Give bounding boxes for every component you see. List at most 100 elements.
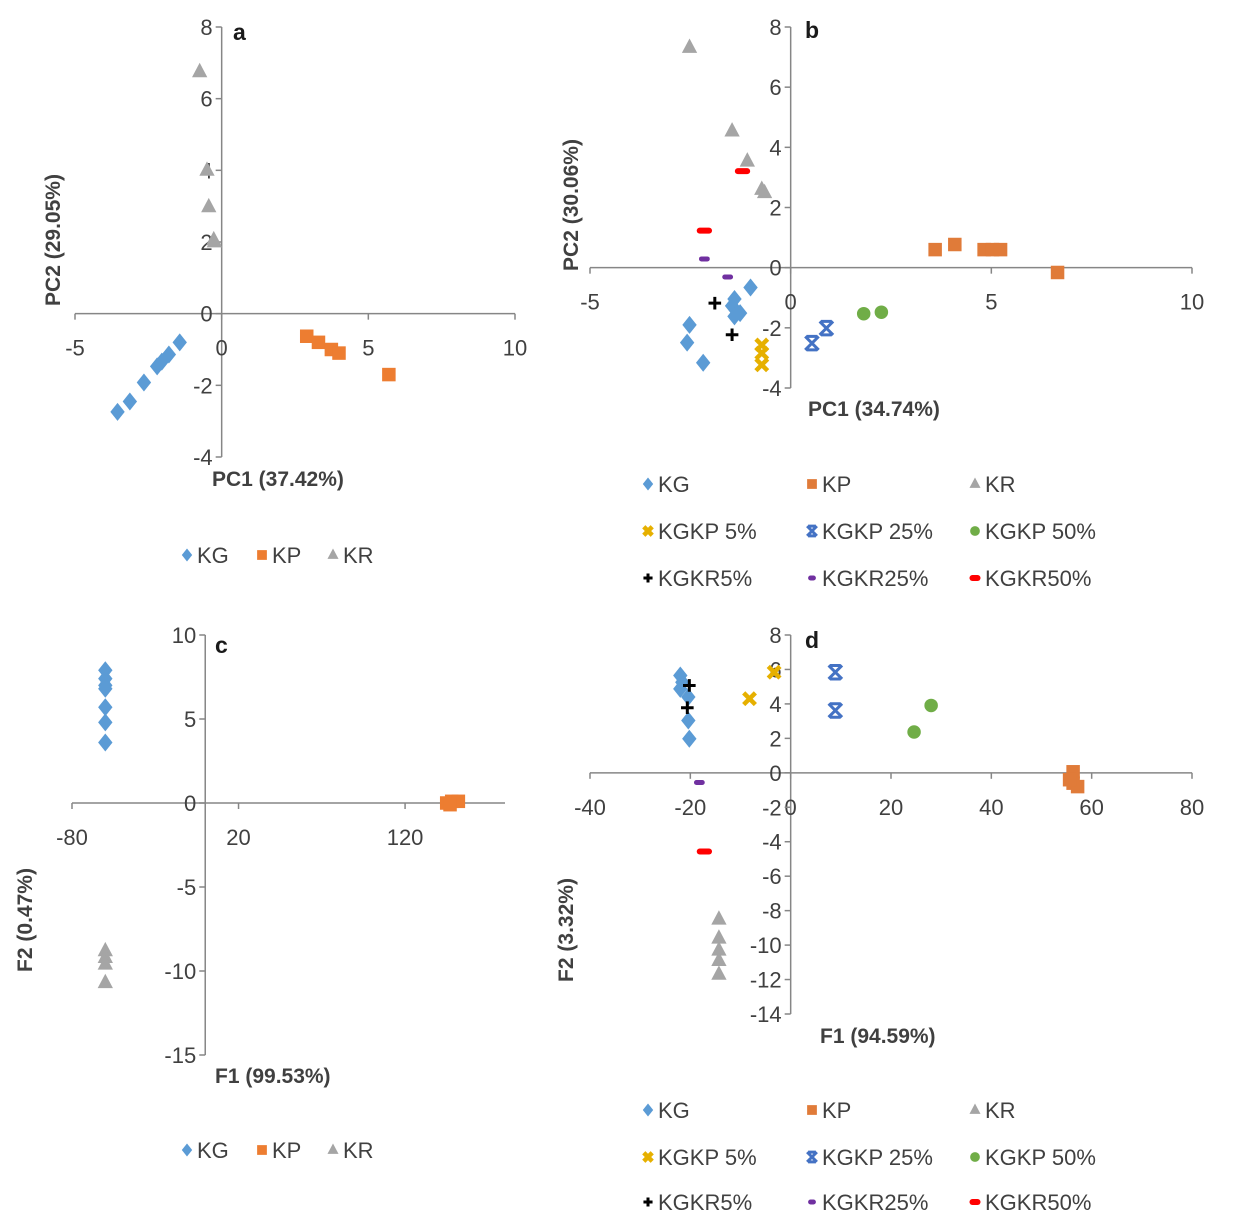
legend-label: KGKP 25% [822, 519, 933, 544]
x-tick-label: 80 [1180, 795, 1204, 820]
x-tick-label: 10 [503, 336, 527, 361]
data-point [827, 702, 844, 719]
series-kr [192, 62, 222, 248]
legend: KG KP KR [181, 543, 374, 568]
legend-item[interactable]: KP [807, 1098, 851, 1123]
series-kp [928, 237, 1065, 280]
legend-item[interactable]: KGKR50% [969, 566, 1091, 591]
legend-item[interactable]: KP [257, 543, 301, 568]
legend-item[interactable]: KGKP 25% [806, 1145, 933, 1170]
data-point [681, 711, 696, 730]
data-point [928, 242, 942, 257]
data-point [711, 965, 727, 980]
legend-item[interactable]: KG [181, 1138, 229, 1163]
data-point [97, 973, 113, 989]
legend-label: KG [197, 1138, 229, 1163]
legend-item[interactable]: KR [969, 472, 1016, 497]
legend-item[interactable]: KGKR5% [643, 1190, 752, 1211]
y-tick-label: 2 [769, 726, 781, 751]
legend-marker-plus-icon [643, 573, 653, 583]
series-kg [679, 278, 758, 372]
series-kr [681, 38, 773, 199]
y-tick-label: -2 [193, 373, 213, 398]
legend-item[interactable]: KP [257, 1138, 301, 1163]
y-tick-label: -4 [193, 445, 213, 470]
legend-marker-square-icon [257, 1145, 267, 1155]
x-tick-label: 40 [979, 795, 1003, 820]
x-tick-label: 10 [1180, 290, 1204, 315]
data-point [136, 373, 152, 392]
legend-item[interactable]: KGKP 50% [970, 519, 1096, 544]
legend-item[interactable]: KGKR5% [643, 566, 752, 591]
data-point [907, 725, 921, 739]
legend-marker-circle-icon [970, 1152, 980, 1162]
data-point [682, 315, 697, 334]
legend-marker-triangle-icon [969, 477, 981, 488]
legend-item[interactable]: KGKP 5% [642, 519, 757, 544]
data-point [756, 183, 773, 199]
x-tick-label: 0 [216, 336, 228, 361]
data-point [98, 713, 113, 732]
series-kgkp-25- [804, 319, 835, 352]
x-tick-label: 20 [879, 795, 903, 820]
data-point [299, 329, 314, 343]
data-point [754, 345, 770, 361]
legend-item[interactable]: KG [181, 543, 229, 568]
legend-item[interactable]: KR [969, 1098, 1016, 1123]
series-kr [711, 910, 727, 980]
legend-marker-x-icon [642, 525, 654, 537]
legend-marker-plus-icon [643, 1197, 653, 1207]
data-point [695, 353, 711, 372]
legend-label: KR [985, 1098, 1016, 1123]
legend-marker-diamond-icon [642, 477, 654, 491]
legend-item[interactable]: KG [642, 472, 690, 497]
legend-marker-circle-icon [970, 526, 980, 536]
series-kgkp-5- [742, 664, 782, 707]
x-tick-label: -5 [65, 336, 85, 361]
x-tick-label: 20 [226, 825, 250, 850]
series-kp [439, 794, 466, 812]
x-tick-label: -80 [56, 825, 88, 850]
y-tick-label: 2 [769, 196, 781, 221]
x-tick-label: 5 [985, 290, 997, 315]
legend-label: KGKP 5% [658, 1145, 757, 1170]
data-point [754, 357, 770, 373]
y-tick-label: -10 [164, 959, 196, 984]
legend-item[interactable]: KG [642, 1098, 690, 1123]
data-point [682, 729, 697, 748]
legend-item[interactable]: KGKR50% [969, 1190, 1091, 1211]
legend-label: KGKP 5% [658, 519, 757, 544]
legend-label: KR [985, 472, 1016, 497]
legend-label: KGKR50% [985, 1190, 1091, 1211]
legend-marker-diamond-icon [181, 548, 193, 562]
series-kgkp-50- [907, 698, 938, 739]
data-point [681, 688, 696, 707]
data-point [98, 679, 113, 698]
legend-item[interactable]: KR [327, 1138, 374, 1163]
y-tick-label: -12 [750, 968, 782, 993]
series-kgkr5- [708, 296, 739, 342]
y-tick-label: 5 [184, 707, 196, 732]
legend-item[interactable]: KGKR25% [808, 1190, 928, 1211]
legend-item[interactable]: KGKR25% [808, 566, 928, 591]
legend-label: KP [272, 543, 301, 568]
y-tick-label: -5 [177, 875, 197, 900]
legend-item[interactable]: KP [807, 472, 851, 497]
legend-marker-longdash-icon [969, 575, 981, 581]
data-point [722, 274, 734, 280]
legend-marker-triangle-icon [327, 1143, 339, 1154]
y-tick-label: 6 [769, 75, 781, 100]
legend-item[interactable]: KGKP 25% [806, 519, 933, 544]
legend-marker-triangle-icon [327, 548, 339, 559]
data-point [804, 334, 820, 352]
y-tick-label: 8 [200, 15, 212, 40]
legend-item[interactable]: KR [327, 543, 374, 568]
legend-item[interactable]: KGKP 50% [970, 1145, 1096, 1170]
data-point [122, 392, 138, 411]
data-point [874, 305, 889, 319]
legend-item[interactable]: KGKP 5% [642, 1145, 757, 1170]
legend-label: KGKP 50% [985, 519, 1096, 544]
legend: KG KP KR [181, 1138, 374, 1163]
